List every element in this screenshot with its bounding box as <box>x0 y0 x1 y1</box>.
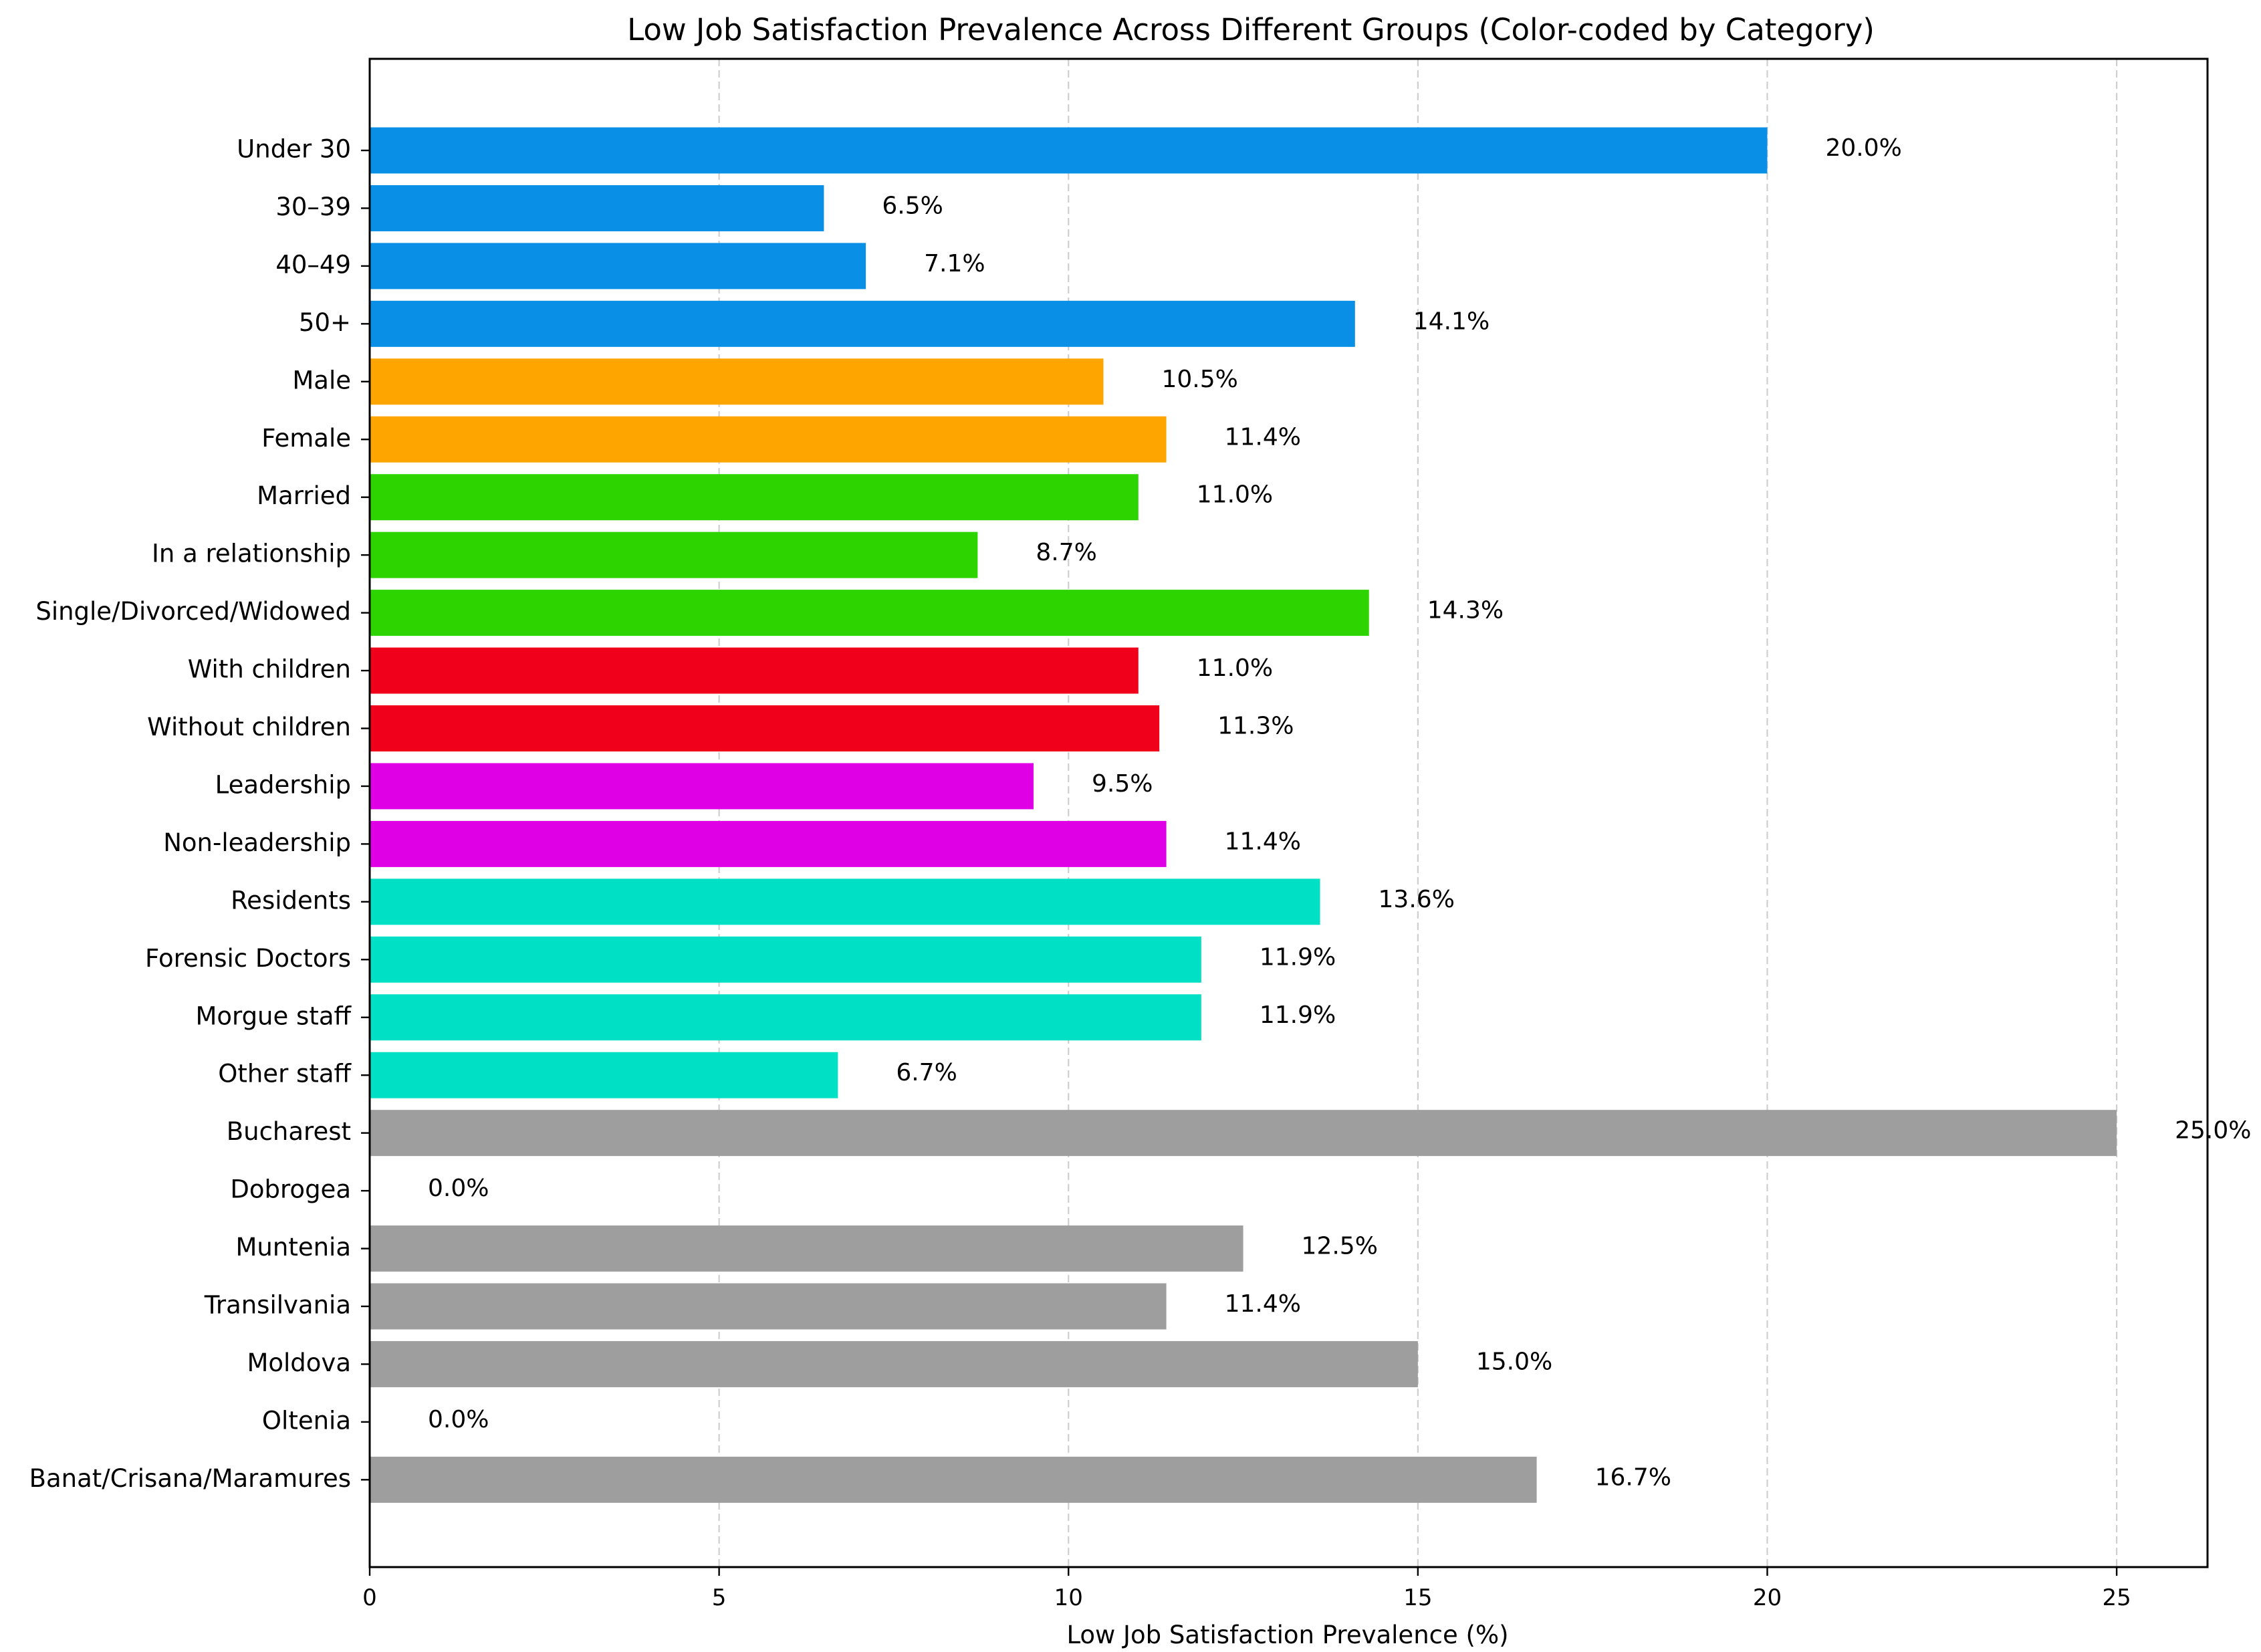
bar <box>370 300 1355 347</box>
bar <box>370 474 1139 521</box>
bar <box>370 127 1768 174</box>
data-label: 7.1% <box>924 250 985 277</box>
y-tick-label: Female <box>261 424 351 453</box>
bar <box>370 878 1320 925</box>
data-label: 11.9% <box>1260 1001 1336 1029</box>
bar <box>370 1340 1418 1387</box>
bar <box>370 994 1201 1041</box>
data-label: 25.0% <box>2175 1117 2251 1145</box>
data-label: 6.5% <box>882 192 943 219</box>
data-label: 6.7% <box>896 1059 957 1086</box>
y-tick-label: Forensic Doctors <box>145 944 351 973</box>
bar <box>370 590 1369 636</box>
y-tick-label: 40–49 <box>275 250 351 279</box>
bar <box>370 936 1201 983</box>
y-tick-label: 50+ <box>299 308 351 337</box>
y-tick-label: Morgue staff <box>195 1001 352 1030</box>
bar <box>370 705 1160 751</box>
data-label: 11.4% <box>1225 423 1301 451</box>
y-tick-label: Residents <box>231 886 351 915</box>
data-label: 11.9% <box>1260 943 1336 971</box>
bar <box>370 1283 1167 1330</box>
x-tick-labels: 0 5 10 15 20 25 <box>362 1567 2131 1611</box>
data-label: 11.3% <box>1217 713 1294 740</box>
x-axis-label: Low Job Satisfaction Prevalence (%) <box>1066 1621 1508 1649</box>
x-tick-label: 20 <box>1753 1584 1782 1611</box>
y-tick-label: Transilvania <box>204 1291 351 1320</box>
data-label: 14.1% <box>1413 308 1490 335</box>
bar <box>370 763 1034 810</box>
data-label: 13.6% <box>1379 886 1455 913</box>
y-tick-label: 30–39 <box>275 193 351 221</box>
y-tick-labels: Under 30 30–39 40–49 50+ Male Female Married In… <box>29 135 370 1493</box>
x-tick-label: 15 <box>1403 1584 1432 1611</box>
bar <box>370 1110 2117 1157</box>
bar <box>370 185 824 231</box>
y-tick-label: Male <box>292 366 351 394</box>
data-label: 12.5% <box>1302 1233 1378 1260</box>
y-tick-label: Married <box>257 481 351 510</box>
y-tick-label: Non-leadership <box>163 828 351 857</box>
bar <box>370 820 1167 867</box>
data-label: 10.5% <box>1162 366 1238 393</box>
value-labels: 20.0% 6.5% 7.1% 14.1% 10.5% 11.4% 11.0% 8.7% 14.… <box>428 134 2251 1491</box>
x-tick-label: 10 <box>1054 1584 1083 1611</box>
y-tick-label: Bucharest <box>227 1117 351 1146</box>
bar <box>370 358 1104 405</box>
y-tick-label: Under 30 <box>237 135 351 164</box>
data-label: 16.7% <box>1595 1463 1671 1491</box>
data-label: 11.0% <box>1197 481 1273 509</box>
bar <box>370 1052 838 1098</box>
data-label: 15.0% <box>1476 1348 1552 1375</box>
chart-title: Low Job Satisfaction Prevalence Across D… <box>627 12 1875 47</box>
y-tick-label: Other staff <box>218 1060 352 1088</box>
y-tick-label: Banat/Crisana/Maramures <box>29 1464 351 1493</box>
bar <box>370 1225 1243 1272</box>
data-label: 11.4% <box>1225 828 1301 855</box>
y-tick-label: Single/Divorced/Widowed <box>35 597 351 626</box>
data-label: 14.3% <box>1427 597 1504 624</box>
x-tick-label: 5 <box>712 1584 727 1611</box>
bar <box>370 243 866 289</box>
bar <box>370 416 1167 463</box>
data-label: 11.4% <box>1225 1290 1301 1318</box>
data-label: 0.0% <box>428 1406 489 1433</box>
data-label: 20.0% <box>1825 134 1901 162</box>
y-tick-label: Oltenia <box>262 1406 351 1435</box>
bar <box>370 532 978 578</box>
y-tick-label: Leadership <box>215 770 351 799</box>
y-tick-label: Without children <box>147 713 351 741</box>
data-label: 8.7% <box>1036 539 1096 566</box>
y-tick-label: Dobrogea <box>230 1175 351 1204</box>
data-label: 11.0% <box>1197 655 1273 682</box>
y-tick-label: Muntenia <box>236 1233 352 1262</box>
bars <box>370 127 2117 1503</box>
bar <box>370 647 1139 694</box>
grid-lines <box>718 59 2118 1567</box>
data-label: 9.5% <box>1092 770 1153 798</box>
x-tick-label: 0 <box>362 1584 377 1611</box>
plot-frame <box>368 57 2209 1568</box>
y-tick-label: Moldova <box>247 1348 351 1377</box>
x-tick-label: 25 <box>2102 1584 2131 1611</box>
bar <box>370 1456 1537 1503</box>
y-tick-label: In a relationship <box>152 540 351 568</box>
data-label: 0.0% <box>428 1175 489 1202</box>
y-tick-label: With children <box>188 655 351 684</box>
